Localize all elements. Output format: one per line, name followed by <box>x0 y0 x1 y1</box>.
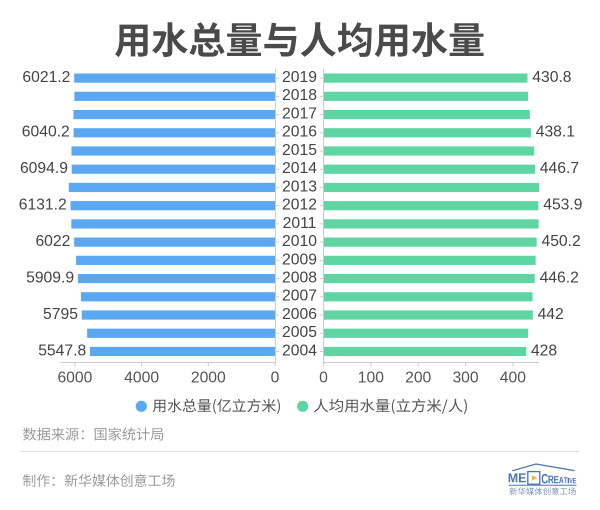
svg-text:2018: 2018 <box>282 87 317 104</box>
svg-text:450.2: 450.2 <box>541 233 580 250</box>
svg-text:2005: 2005 <box>282 324 317 341</box>
svg-text:300: 300 <box>452 369 478 386</box>
svg-text:446.2: 446.2 <box>540 269 579 286</box>
svg-text:6021.2: 6021.2 <box>22 69 70 86</box>
svg-text:2004: 2004 <box>282 342 317 359</box>
svg-text:2015: 2015 <box>282 142 317 159</box>
svg-text:2014: 2014 <box>282 160 317 177</box>
svg-text:446.7: 446.7 <box>540 160 579 177</box>
svg-text:6131.2: 6131.2 <box>19 197 67 214</box>
svg-text:2009: 2009 <box>282 251 317 268</box>
svg-text:2000: 2000 <box>191 369 226 386</box>
svg-text:430.8: 430.8 <box>532 69 572 86</box>
svg-text:6022: 6022 <box>35 233 70 250</box>
svg-text:0: 0 <box>271 369 280 386</box>
svg-text:6040.2: 6040.2 <box>22 124 70 141</box>
svg-text:2016: 2016 <box>282 124 317 141</box>
svg-text:442: 442 <box>538 306 564 323</box>
svg-text:5795: 5795 <box>43 306 78 323</box>
svg-text:2006: 2006 <box>282 306 317 323</box>
svg-text:438.1: 438.1 <box>536 124 575 141</box>
svg-text:6000: 6000 <box>57 369 92 386</box>
svg-text:2008: 2008 <box>282 269 317 286</box>
svg-text:5909.9: 5909.9 <box>26 269 74 286</box>
svg-text:100: 100 <box>358 369 384 386</box>
svg-text:5547.8: 5547.8 <box>38 342 86 359</box>
svg-text:0: 0 <box>319 369 328 386</box>
svg-text:2010: 2010 <box>282 233 317 250</box>
svg-text:400: 400 <box>500 369 526 386</box>
svg-text:2011: 2011 <box>283 215 317 232</box>
svg-text:200: 200 <box>405 369 431 386</box>
svg-text:2013: 2013 <box>282 178 317 195</box>
svg-text:4000: 4000 <box>124 369 159 386</box>
svg-text:453.9: 453.9 <box>543 197 582 214</box>
svg-text:2007: 2007 <box>282 288 317 305</box>
svg-text:2017: 2017 <box>282 105 317 122</box>
svg-text:6094.9: 6094.9 <box>20 160 68 177</box>
svg-text:2019: 2019 <box>282 69 317 86</box>
svg-text:2012: 2012 <box>282 197 317 214</box>
svg-text:428: 428 <box>531 342 557 359</box>
